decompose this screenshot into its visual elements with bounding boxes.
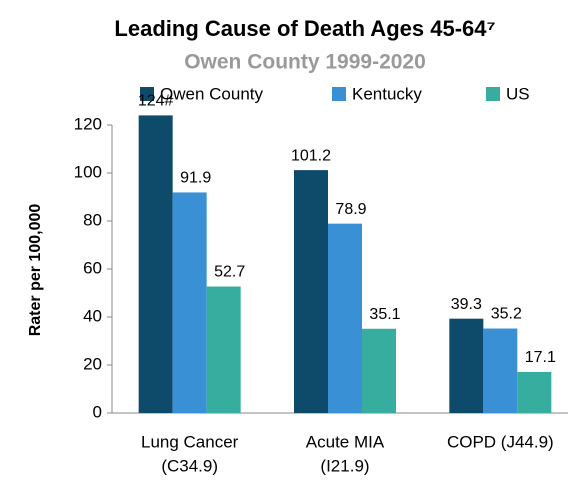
- y-tick-label: 100: [74, 162, 102, 181]
- x-tick-label: (C34.9): [161, 456, 218, 475]
- legend-label: Owen County: [160, 84, 263, 103]
- bar: [172, 192, 207, 413]
- x-tick-label: Acute MIA: [306, 432, 385, 451]
- y-tick-label: 120: [74, 114, 102, 133]
- data-label: 17.1: [525, 349, 556, 366]
- x-tick-label: (I21.9): [320, 456, 369, 475]
- legend-swatch: [486, 87, 500, 101]
- x-tick-label: Lung Cancer: [141, 432, 239, 451]
- bar: [206, 286, 241, 413]
- y-tick-label: 20: [83, 354, 102, 373]
- data-label: 39.3: [451, 296, 482, 313]
- data-label: 78.9: [335, 201, 366, 218]
- x-tick-label: COPD (J44.9): [447, 432, 554, 451]
- bar: [517, 371, 552, 413]
- chart-subtitle: Owen County 1999-2020: [184, 51, 426, 74]
- data-label: 91.9: [180, 170, 211, 187]
- data-label: 101.2: [291, 147, 331, 164]
- y-axis-label: Rater per 100,000: [27, 204, 44, 337]
- y-tick-label: 0: [93, 402, 102, 421]
- data-label: 35.1: [369, 306, 400, 323]
- legend-swatch: [140, 87, 154, 101]
- legend-label: Kentucky: [352, 84, 422, 103]
- bar: [483, 328, 518, 413]
- y-tick-label: 80: [83, 210, 102, 229]
- bar: [138, 115, 173, 414]
- y-tick-label: 40: [83, 306, 102, 325]
- data-label: 124#: [138, 93, 174, 110]
- legend-swatch: [332, 87, 346, 101]
- bar: [449, 318, 484, 413]
- chart-title: Leading Cause of Death Ages 45-64⁷: [114, 16, 495, 41]
- bar: [328, 223, 362, 413]
- legend-label: US: [506, 84, 530, 103]
- data-label: 35.2: [491, 306, 522, 323]
- data-label: 52.7: [214, 264, 245, 281]
- bar: [294, 170, 328, 413]
- bar: [362, 328, 396, 413]
- y-tick-label: 60: [83, 258, 102, 277]
